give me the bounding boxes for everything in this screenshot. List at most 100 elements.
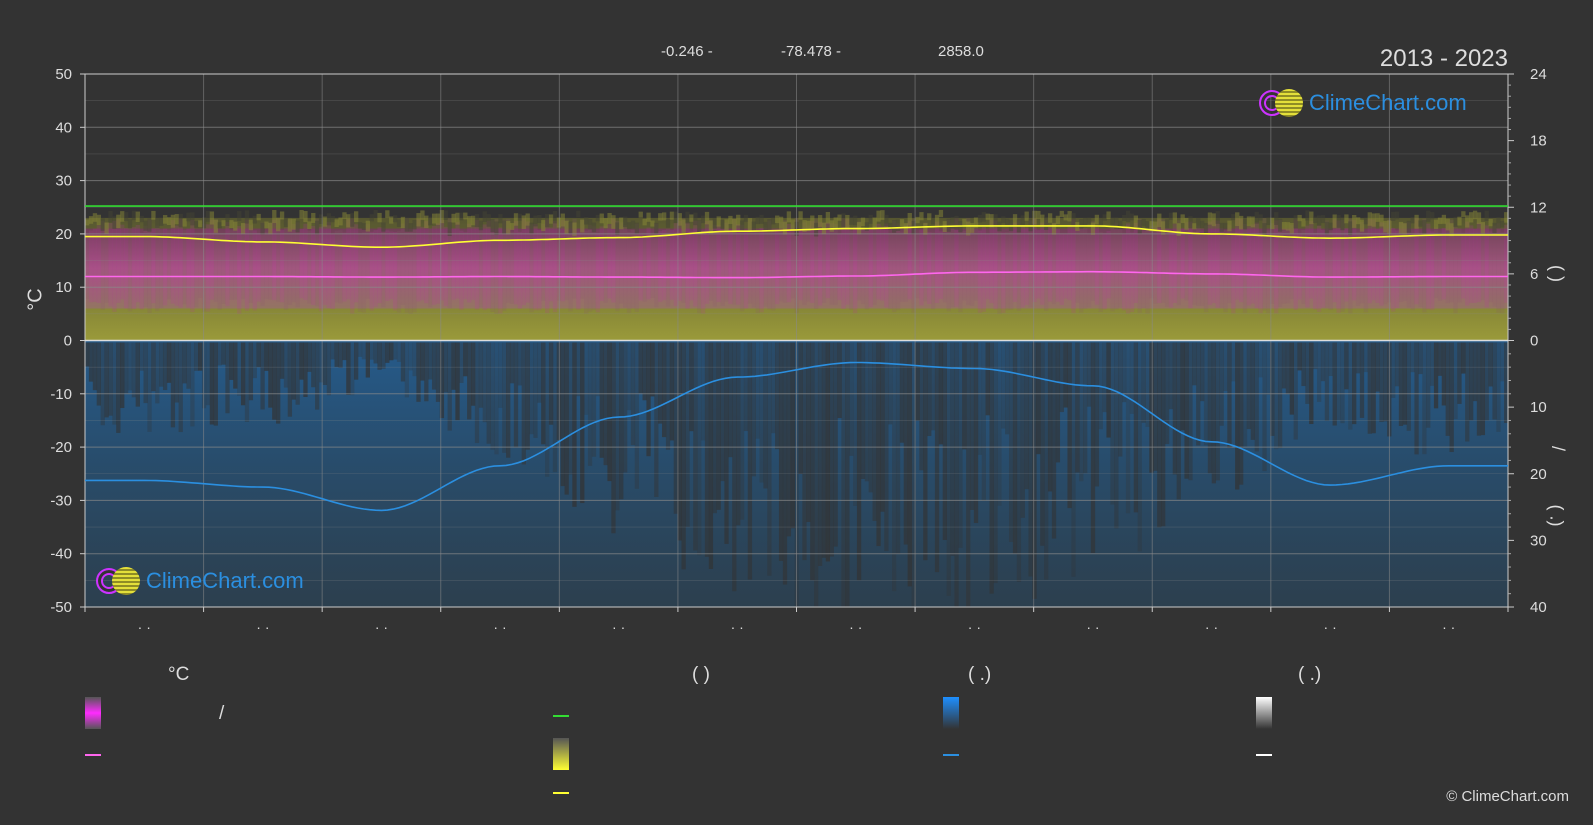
x-tick-label: · · xyxy=(1205,619,1218,635)
precip-daily-gap xyxy=(100,342,105,426)
sunshine-daily-streak xyxy=(962,218,967,227)
temp-daily-streak xyxy=(1200,231,1205,306)
precip-daily-gap xyxy=(1461,342,1466,374)
precip-daily-gap xyxy=(198,342,203,371)
precip-daily-gap xyxy=(1149,342,1154,473)
temp-daily-streak xyxy=(1313,233,1318,310)
temp-daily-streak xyxy=(892,220,897,313)
sunshine-daily-streak xyxy=(92,213,98,222)
sunshine-daily-streak xyxy=(225,214,230,227)
precip-daily-gap xyxy=(704,342,710,557)
sunshine-daily-streak xyxy=(174,214,179,225)
temp-daily-streak xyxy=(841,218,846,309)
temp-daily-streak xyxy=(1285,229,1291,304)
sunshine-daily-streak xyxy=(716,216,721,227)
precip-daily-gap xyxy=(1083,342,1088,474)
precip-daily-gap xyxy=(607,342,612,482)
legend-snow-swatch xyxy=(1256,697,1272,729)
precip-daily-gap xyxy=(728,342,733,458)
temp-daily-streak xyxy=(486,220,491,309)
temp-daily-streak xyxy=(264,232,269,300)
sunshine-daily-streak xyxy=(892,220,897,233)
temp-daily-streak xyxy=(1352,220,1357,301)
temp-daily-streak xyxy=(1433,227,1439,299)
sunshine-daily-streak xyxy=(580,219,585,233)
precip-daily-gap xyxy=(1433,342,1439,409)
precip-daily-gap xyxy=(658,342,663,424)
sunshine-daily-streak xyxy=(849,217,854,225)
sunshine-daily-streak xyxy=(1059,210,1064,218)
precip-daily-gap xyxy=(205,342,211,406)
temp-daily-streak xyxy=(1184,222,1189,301)
precip-daily-gap xyxy=(564,342,569,495)
temp-daily-streak xyxy=(435,223,441,304)
temp-daily-streak xyxy=(732,218,737,305)
precip-daily-gap xyxy=(798,342,803,474)
precip-daily-gap xyxy=(934,342,940,573)
sunshine-daily-streak xyxy=(322,216,328,227)
sunshine-daily-streak xyxy=(833,217,838,229)
temp-daily-streak xyxy=(1328,231,1333,311)
temp-daily-streak xyxy=(467,223,472,303)
temp-daily-streak xyxy=(1305,225,1310,308)
sunshine-daily-streak xyxy=(790,219,795,231)
sunshine-daily-streak xyxy=(1449,223,1454,237)
x-tick-label: · · xyxy=(493,619,506,635)
sunshine-daily-streak xyxy=(587,218,593,230)
temp-daily-streak xyxy=(669,229,675,300)
sunshine-daily-streak xyxy=(623,216,628,228)
temp-daily-streak xyxy=(1090,221,1096,301)
temp-daily-streak xyxy=(1492,225,1497,307)
precip-daily-gap xyxy=(1215,342,1220,481)
temp-daily-streak xyxy=(689,231,694,301)
precip-daily-gap xyxy=(673,342,678,514)
precip-daily-gap xyxy=(810,342,815,581)
sunshine-daily-streak xyxy=(1094,214,1100,225)
temp-daily-streak xyxy=(1324,220,1330,309)
temp-daily-streak xyxy=(572,218,577,299)
logo-top: ClimeChart.com xyxy=(1259,89,1467,117)
precip-daily-gap xyxy=(1406,342,1411,431)
temp-daily-streak xyxy=(1114,222,1119,310)
sunshine-daily-streak xyxy=(642,218,647,226)
sunshine-daily-streak xyxy=(1036,210,1041,219)
temp-daily-streak xyxy=(1371,219,1376,301)
sunshine-daily-streak xyxy=(162,215,168,224)
sunshine-daily-streak xyxy=(884,214,889,227)
temp-daily-streak xyxy=(802,222,807,306)
sunshine-daily-streak xyxy=(178,213,183,228)
precip-daily-gap xyxy=(580,342,585,504)
temp-daily-streak xyxy=(743,232,749,309)
temp-daily-streak xyxy=(1394,230,1400,309)
precip-daily-gap xyxy=(1008,342,1014,543)
legend-precip-swatch xyxy=(943,697,959,729)
temp-daily-streak xyxy=(853,226,858,314)
right-top-tick-label: 12 xyxy=(1530,199,1547,216)
sunshine-daily-streak xyxy=(474,214,480,228)
temp-daily-streak xyxy=(626,231,632,313)
temp-daily-streak xyxy=(205,224,211,312)
temp-daily-streak xyxy=(1500,232,1505,314)
temp-daily-streak xyxy=(1488,231,1493,303)
sunshine-daily-streak xyxy=(315,220,320,235)
sunshine-daily-streak xyxy=(303,211,308,223)
temp-daily-streak xyxy=(728,229,733,305)
sunshine-daily-streak xyxy=(595,214,601,222)
precip-daily-gap xyxy=(771,342,776,434)
temp-daily-streak xyxy=(1071,219,1076,313)
precip-daily-gap xyxy=(229,342,234,380)
precip-daily-gap xyxy=(1410,342,1415,373)
sunshine-daily-streak xyxy=(1324,221,1330,235)
temp-daily-streak xyxy=(283,227,289,311)
sunshine-daily-streak xyxy=(1418,220,1423,227)
precip-daily-gap xyxy=(1324,342,1330,421)
sunshine-daily-streak xyxy=(435,213,441,225)
temp-daily-streak xyxy=(607,224,612,299)
precip-daily-gap xyxy=(521,342,526,465)
temp-daily-streak xyxy=(170,220,176,304)
temp-daily-streak xyxy=(1262,218,1267,311)
temp-daily-streak xyxy=(1040,222,1045,305)
precip-daily-gap xyxy=(315,342,320,410)
sunshine-daily-streak xyxy=(1235,212,1240,227)
temp-daily-streak xyxy=(1223,232,1228,313)
